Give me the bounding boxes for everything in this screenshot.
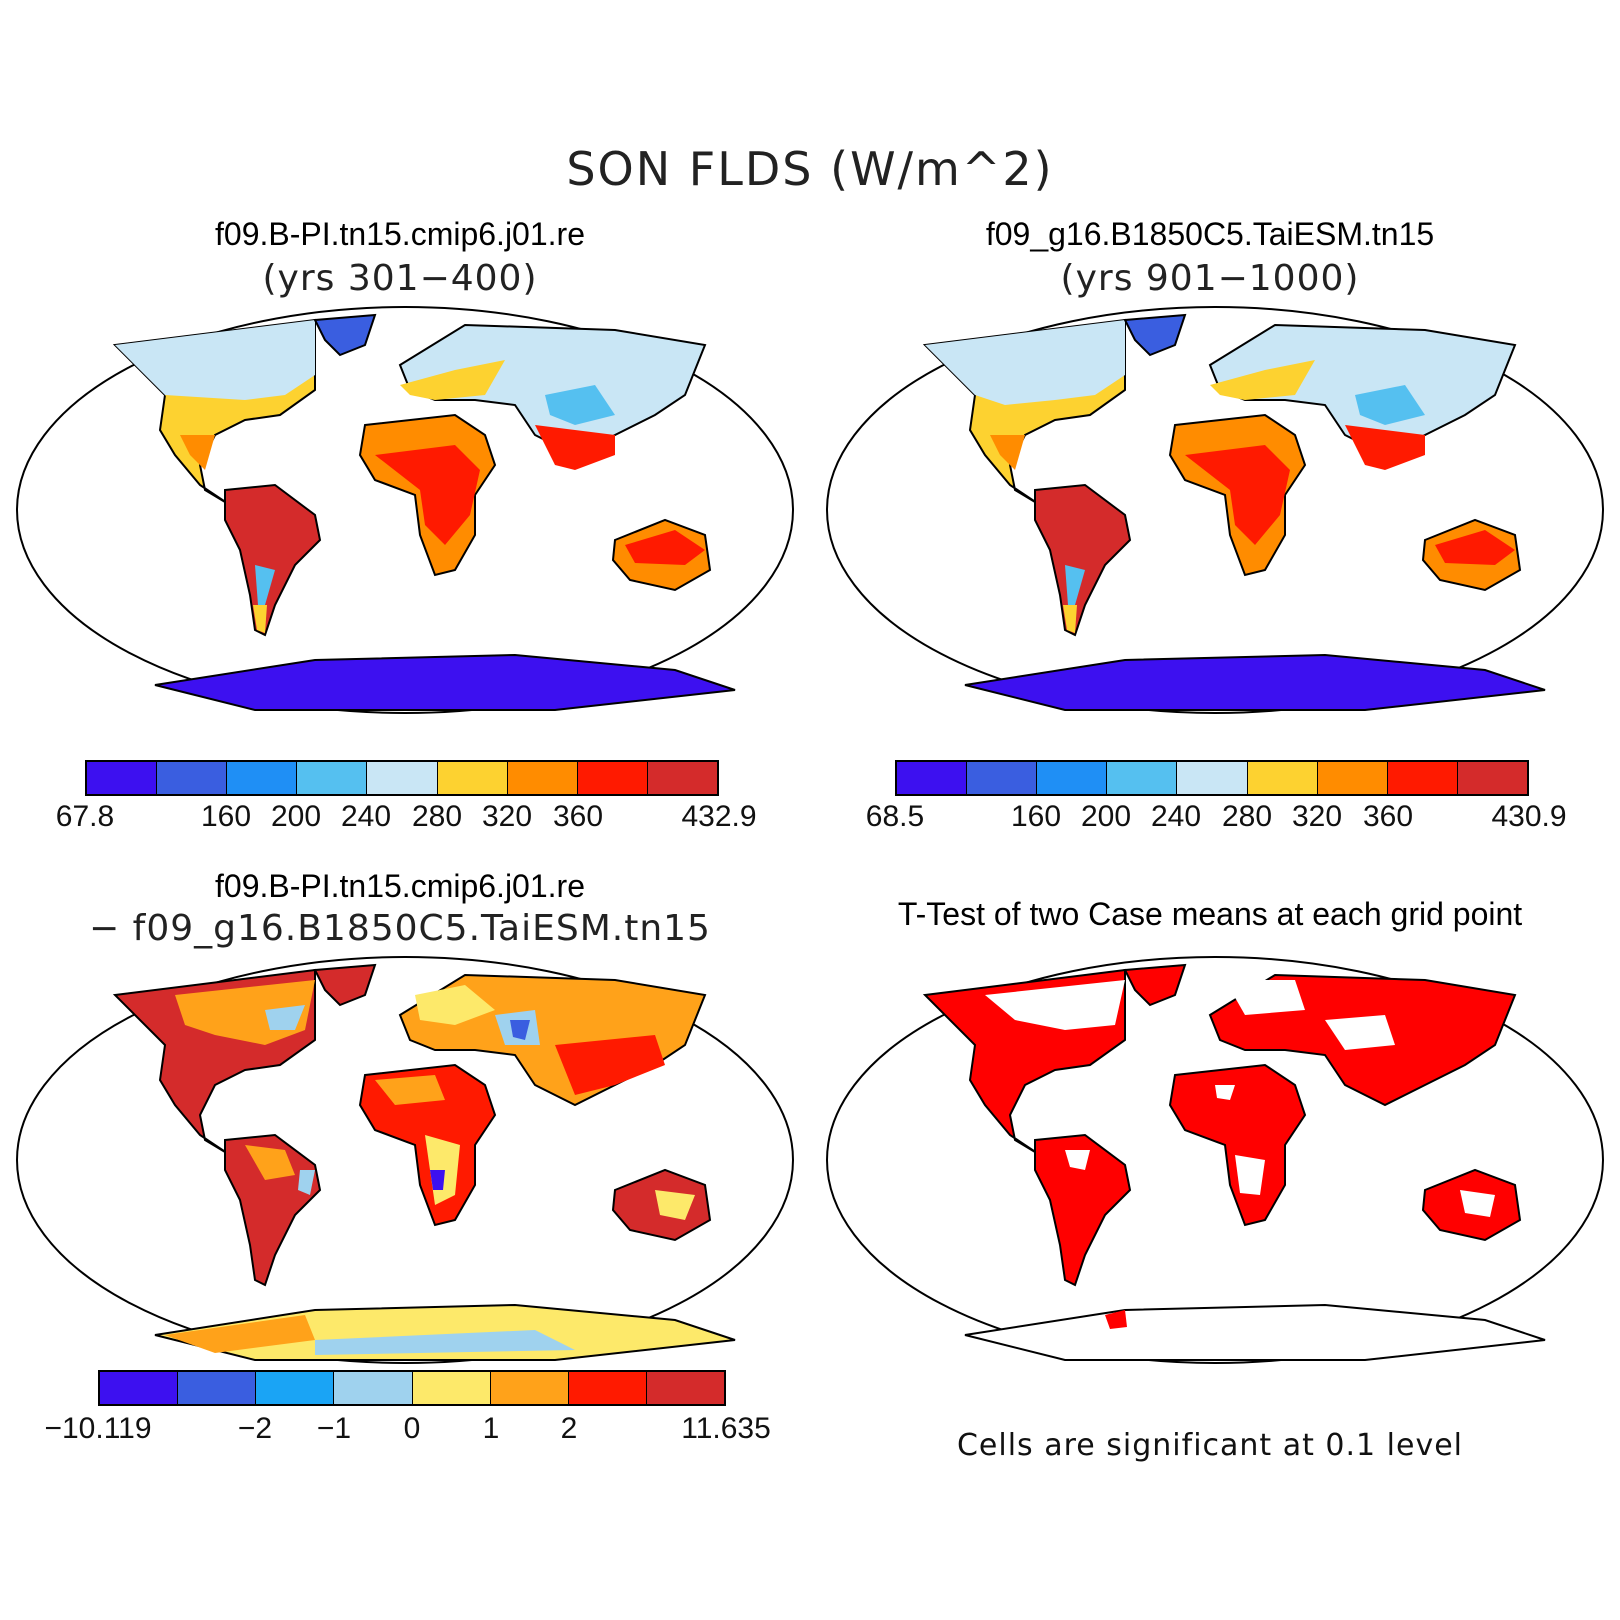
significance-note: Cells are significant at 0.1 level (956, 1428, 1463, 1463)
figure-title: SON FLDS (W/m^2) (566, 142, 1054, 196)
cbar-label: −10.119 (44, 1412, 152, 1445)
greenland (313, 963, 377, 1007)
south-america (1034, 1133, 1132, 1287)
cbar-label: 0 (403, 1412, 421, 1445)
cbar-swatch (647, 762, 717, 794)
cbar-label: 360 (1362, 800, 1414, 833)
cbar-swatch (334, 1372, 413, 1404)
panel1-subtitle: (yrs 301−400) (262, 258, 538, 299)
panel2-subtitle: (yrs 901−1000) (1060, 258, 1360, 299)
south-america (224, 483, 322, 637)
panel3-colorbar (98, 1370, 726, 1406)
cbar-swatch (897, 762, 968, 794)
cbar-label: −1 (316, 1412, 352, 1445)
cbar-swatch (100, 1372, 179, 1404)
south-america (224, 1133, 322, 1287)
cbar-label: 160 (200, 800, 252, 833)
cbar-label: 68.5 (865, 800, 925, 833)
cbar-label: 320 (481, 800, 533, 833)
cbar-label: 160 (1010, 800, 1062, 833)
cbar-swatch (87, 762, 158, 794)
cbar-label: 430.9 (1491, 800, 1567, 833)
panel3-map (16, 956, 794, 1364)
cbar-swatch (568, 1372, 647, 1404)
cbar-swatch (1107, 762, 1178, 794)
antarctica (154, 653, 736, 711)
south-america (1034, 483, 1132, 637)
cbar-swatch (1457, 762, 1527, 794)
panel4-title: T-Test of two Case means at each grid po… (897, 896, 1523, 932)
greenland (313, 313, 377, 357)
panel2-map (826, 306, 1604, 714)
cbar-label: 200 (270, 800, 322, 833)
cbar-swatch (507, 762, 578, 794)
cbar-label: 240 (340, 800, 392, 833)
cbar-label: 280 (411, 800, 463, 833)
cbar-swatch (157, 762, 228, 794)
panel1-title: f09.B-PI.tn15.cmip6.j01.re (215, 216, 585, 252)
cbar-swatch (178, 1372, 257, 1404)
cbar-swatch (490, 1372, 569, 1404)
cbar-label: 1 (482, 1412, 500, 1445)
cbar-swatch (227, 762, 298, 794)
panel2-colorbar (895, 760, 1529, 796)
cbar-label: 11.635 (681, 1412, 771, 1445)
panel3-title: f09.B-PI.tn15.cmip6.j01.re (215, 868, 585, 904)
cbar-label: 320 (1291, 800, 1343, 833)
cbar-swatch (1037, 762, 1108, 794)
cbar-swatch (1177, 762, 1248, 794)
cbar-label: 360 (552, 800, 604, 833)
panel1-map (16, 306, 794, 714)
cbar-label: 2 (560, 1412, 578, 1445)
cbar-label: 200 (1080, 800, 1132, 833)
cbar-swatch (437, 762, 508, 794)
panel4-map (826, 956, 1604, 1364)
antarctica (964, 653, 1546, 711)
panel1-colorbar (85, 760, 719, 796)
cbar-swatch (297, 762, 368, 794)
cbar-swatch (412, 1372, 491, 1404)
cbar-swatch (256, 1372, 335, 1404)
greenland (1123, 963, 1187, 1007)
cbar-swatch (646, 1372, 724, 1404)
cbar-label: −2 (237, 1412, 273, 1445)
cbar-label: 67.8 (55, 800, 115, 833)
cbar-swatch (1317, 762, 1388, 794)
cbar-swatch (367, 762, 438, 794)
cbar-swatch (1387, 762, 1458, 794)
cbar-swatch (1247, 762, 1318, 794)
cbar-label: 240 (1150, 800, 1202, 833)
cbar-swatch (967, 762, 1038, 794)
greenland (1123, 313, 1187, 357)
panel3-subtitle: − f09_g16.B1850C5.TaiESM.tn15 (89, 908, 711, 949)
cbar-label: 432.9 (681, 800, 757, 833)
panel2-title: f09_g16.B1850C5.TaiESM.tn15 (985, 216, 1435, 252)
cbar-swatch (577, 762, 648, 794)
africa (1168, 1063, 1307, 1227)
cbar-label: 280 (1221, 800, 1273, 833)
